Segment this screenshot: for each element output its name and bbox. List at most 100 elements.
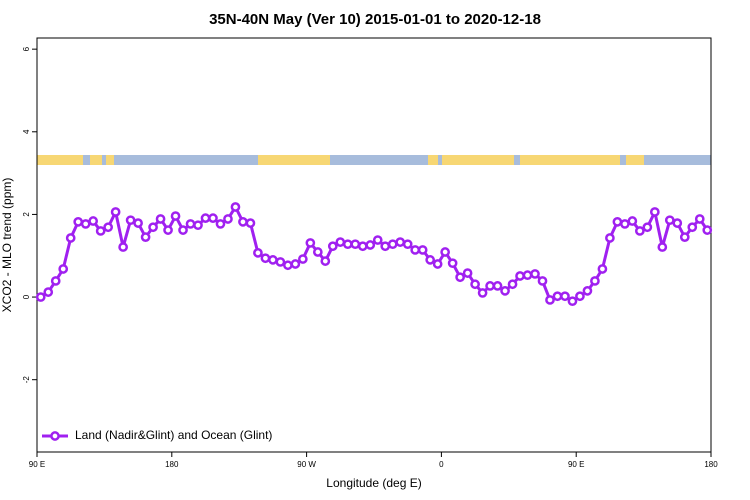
x-tick-label: 180 [165, 460, 179, 469]
data-point [365, 240, 376, 250]
data-point [537, 276, 548, 286]
data-point [432, 259, 443, 269]
data-point [58, 264, 69, 274]
data-point [245, 218, 256, 228]
data-point [312, 247, 323, 257]
y-axis-label: XCO2 - MLO trend (ppm) [0, 178, 14, 313]
x-axis-label: Longitude (deg E) [326, 476, 421, 490]
data-point [125, 215, 136, 226]
data-point [410, 245, 421, 255]
data-point [148, 222, 158, 233]
data-point [200, 213, 211, 223]
data-point [447, 258, 458, 269]
data-point [35, 292, 46, 302]
data-point [238, 217, 248, 227]
data-point [440, 247, 450, 257]
land [626, 155, 644, 165]
land [442, 155, 514, 165]
data-point [455, 272, 465, 283]
data-point [492, 281, 503, 291]
data-point [664, 215, 675, 226]
data-point [140, 232, 151, 242]
data-point [612, 217, 623, 227]
data-point [80, 219, 91, 229]
data-point [560, 291, 570, 302]
data-point [687, 222, 698, 233]
land [37, 155, 83, 165]
data-point [350, 239, 361, 250]
data-point [567, 296, 578, 307]
data-point [635, 226, 645, 236]
data-point [170, 211, 181, 221]
data-point [522, 270, 533, 281]
data-point [110, 207, 121, 217]
data-point [253, 248, 263, 258]
data-point [155, 214, 166, 224]
land [106, 155, 114, 165]
data-point [118, 242, 128, 252]
data-point [73, 217, 84, 227]
data-point [65, 233, 76, 243]
y-tick-label: 6 [22, 46, 31, 51]
data-point [500, 286, 510, 296]
data-point [260, 253, 271, 264]
data-point [185, 219, 196, 229]
x-tick-label: 90 E [568, 460, 584, 469]
data-point [230, 202, 241, 212]
data-point [649, 207, 660, 217]
data-point [694, 214, 705, 224]
data-point [582, 286, 593, 296]
y-tick-label: 4 [22, 129, 31, 134]
legend-marker [50, 431, 60, 441]
data-point [470, 279, 480, 290]
plot-frame [36, 37, 712, 453]
data-point [387, 239, 398, 250]
data-point [462, 268, 473, 278]
data-point [327, 241, 338, 252]
data-point [268, 255, 278, 265]
y-tick-label: -2 [22, 376, 31, 384]
data-point [552, 291, 563, 302]
y-tick-label: 2 [22, 212, 31, 217]
chart-title: 35N-40N May (Ver 10) 2015-01-01 to 2020-… [209, 11, 541, 28]
x-tick-label: 180 [704, 460, 718, 469]
data-point [402, 239, 413, 250]
data-point [178, 225, 188, 235]
data-point [193, 220, 203, 231]
data-point [298, 254, 308, 264]
data-point [283, 260, 293, 271]
land [520, 155, 620, 165]
data-point [485, 281, 495, 291]
data-point [320, 256, 331, 266]
legend-label: Land (Nadir&Glint) and Ocean (Glint) [75, 428, 272, 442]
data-point [395, 237, 406, 247]
data-point [305, 238, 316, 248]
x-tick-label: 90 E [29, 460, 45, 469]
data-point [43, 287, 54, 297]
data-point [290, 259, 301, 269]
data-point [372, 235, 383, 245]
land [428, 155, 438, 165]
land [258, 155, 330, 165]
data-point [657, 242, 668, 252]
x-tick-label: 90 W [297, 460, 316, 469]
land [90, 155, 102, 165]
x-tick-label: 0 [439, 460, 444, 469]
data-point [507, 279, 518, 290]
data-point [627, 216, 638, 226]
data-point [208, 213, 218, 223]
data-point [163, 225, 173, 235]
data-point [672, 218, 683, 228]
data-point [545, 295, 555, 305]
data-point [477, 288, 488, 298]
data-point [575, 291, 585, 302]
data-point [357, 241, 368, 252]
data-point [103, 222, 113, 233]
data-point [605, 233, 615, 243]
data-point [417, 245, 428, 255]
data-point [702, 225, 713, 235]
data-point [425, 255, 436, 265]
data-point [335, 237, 346, 247]
data-point [515, 271, 525, 281]
